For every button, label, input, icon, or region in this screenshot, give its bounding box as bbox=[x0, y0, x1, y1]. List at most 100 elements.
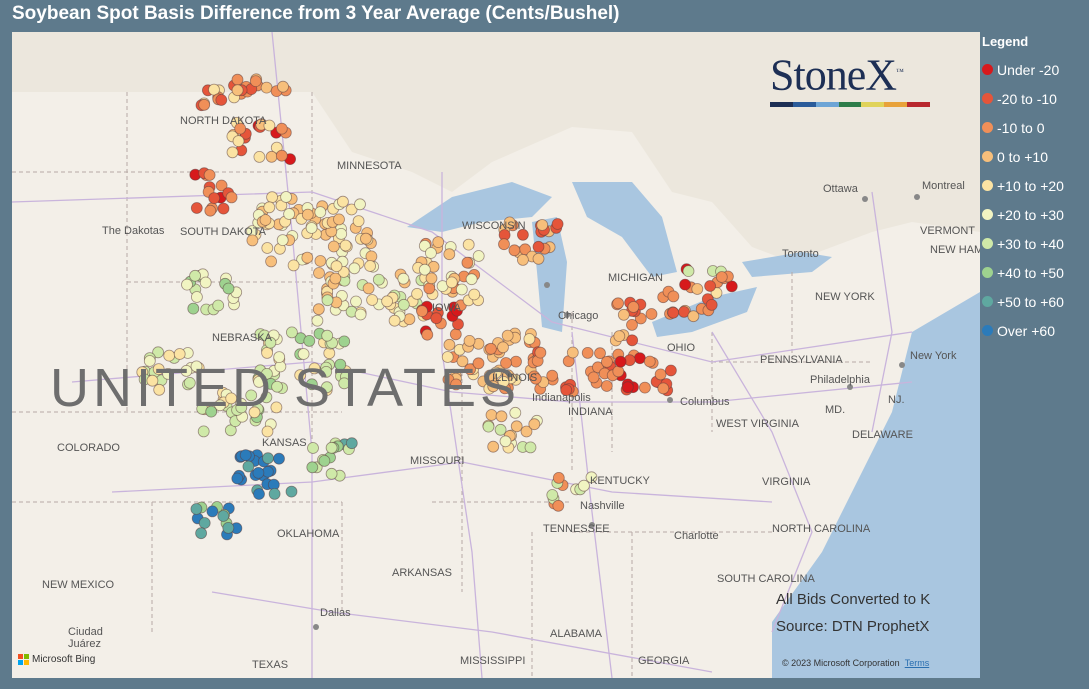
basis-marker[interactable] bbox=[364, 260, 377, 272]
basis-marker[interactable] bbox=[187, 302, 200, 315]
basis-marker[interactable] bbox=[472, 357, 485, 370]
basis-marker[interactable] bbox=[643, 355, 656, 368]
basis-marker[interactable] bbox=[235, 401, 248, 414]
basis-marker[interactable] bbox=[551, 218, 564, 230]
basis-marker[interactable] bbox=[189, 269, 202, 282]
basis-marker[interactable] bbox=[461, 256, 474, 269]
basis-marker[interactable] bbox=[388, 314, 401, 327]
basis-marker[interactable] bbox=[613, 330, 626, 343]
basis-marker[interactable] bbox=[464, 363, 477, 376]
basis-marker[interactable] bbox=[495, 410, 508, 423]
basis-marker[interactable] bbox=[301, 251, 314, 264]
basis-marker[interactable] bbox=[516, 253, 529, 266]
basis-marker[interactable] bbox=[314, 255, 327, 267]
basis-marker[interactable] bbox=[335, 227, 348, 240]
basis-marker[interactable] bbox=[482, 420, 495, 433]
basis-marker[interactable] bbox=[214, 399, 226, 412]
basis-marker[interactable] bbox=[411, 287, 424, 300]
basis-marker[interactable] bbox=[362, 282, 375, 295]
legend-item[interactable]: +30 to +40 bbox=[982, 229, 1064, 258]
basis-marker[interactable] bbox=[215, 94, 228, 106]
basis-marker[interactable] bbox=[503, 216, 516, 229]
basis-marker[interactable] bbox=[327, 240, 340, 253]
basis-marker[interactable] bbox=[508, 244, 521, 257]
basis-marker[interactable] bbox=[452, 318, 464, 331]
basis-marker[interactable] bbox=[146, 374, 159, 387]
basis-marker[interactable] bbox=[308, 362, 321, 375]
basis-marker[interactable] bbox=[350, 295, 362, 308]
basis-marker[interactable] bbox=[704, 280, 716, 292]
basis-marker[interactable] bbox=[397, 298, 410, 311]
basis-marker[interactable] bbox=[532, 240, 545, 253]
basis-marker[interactable] bbox=[359, 232, 372, 245]
basis-marker[interactable] bbox=[345, 437, 358, 450]
basis-marker[interactable] bbox=[418, 263, 431, 276]
basis-marker[interactable] bbox=[197, 425, 210, 438]
basis-marker[interactable] bbox=[203, 169, 216, 181]
basis-map[interactable]: UNITED STATES NORTH DAKOTA SOUTH DAKOTA … bbox=[12, 32, 980, 678]
basis-marker[interactable] bbox=[333, 213, 345, 226]
basis-marker[interactable] bbox=[252, 466, 265, 479]
basis-marker[interactable] bbox=[212, 299, 225, 312]
basis-marker[interactable] bbox=[266, 191, 279, 204]
basis-marker[interactable] bbox=[430, 312, 443, 325]
basis-marker[interactable] bbox=[612, 365, 625, 378]
basis-marker[interactable] bbox=[273, 452, 285, 465]
basis-marker[interactable] bbox=[455, 283, 468, 296]
basis-marker[interactable] bbox=[248, 406, 261, 419]
basis-marker[interactable] bbox=[425, 272, 438, 285]
basis-marker[interactable] bbox=[546, 489, 559, 501]
basis-marker[interactable] bbox=[465, 273, 478, 286]
basis-marker[interactable] bbox=[287, 259, 300, 272]
basis-marker[interactable] bbox=[217, 202, 230, 215]
legend-item[interactable]: Under -20 bbox=[982, 55, 1064, 84]
basis-marker[interactable] bbox=[222, 521, 235, 534]
basis-marker[interactable] bbox=[612, 297, 624, 310]
basis-marker[interactable] bbox=[265, 150, 278, 163]
basis-marker[interactable] bbox=[180, 364, 193, 377]
basis-marker[interactable] bbox=[352, 215, 365, 228]
basis-marker[interactable] bbox=[423, 282, 436, 295]
basis-marker[interactable] bbox=[226, 146, 239, 159]
basis-marker[interactable] bbox=[528, 418, 541, 431]
basis-marker[interactable] bbox=[208, 83, 220, 96]
basis-marker[interactable] bbox=[524, 441, 537, 454]
basis-marker[interactable] bbox=[273, 351, 286, 364]
basis-marker[interactable] bbox=[183, 376, 196, 389]
basis-marker[interactable] bbox=[259, 214, 272, 226]
basis-marker[interactable] bbox=[190, 503, 203, 515]
basis-marker[interactable] bbox=[260, 391, 273, 404]
basis-marker[interactable] bbox=[587, 371, 600, 384]
basis-marker[interactable] bbox=[275, 149, 288, 162]
basis-marker[interactable] bbox=[205, 405, 218, 418]
basis-marker[interactable] bbox=[354, 198, 366, 211]
basis-marker[interactable] bbox=[691, 283, 704, 295]
terms-link[interactable]: Terms bbox=[904, 658, 930, 668]
basis-marker[interactable] bbox=[190, 202, 203, 214]
basis-marker[interactable] bbox=[153, 383, 166, 396]
basis-marker[interactable] bbox=[682, 265, 695, 278]
basis-marker[interactable] bbox=[152, 346, 165, 359]
basis-marker[interactable] bbox=[534, 346, 547, 359]
basis-marker[interactable] bbox=[280, 191, 293, 203]
basis-marker[interactable] bbox=[617, 308, 630, 321]
basis-marker[interactable] bbox=[715, 271, 728, 283]
basis-marker[interactable] bbox=[334, 358, 347, 371]
basis-marker[interactable] bbox=[432, 236, 445, 249]
basis-marker[interactable] bbox=[472, 250, 485, 262]
basis-marker[interactable] bbox=[560, 384, 573, 397]
basis-marker[interactable] bbox=[566, 346, 579, 359]
basis-marker[interactable] bbox=[305, 222, 318, 234]
basis-marker[interactable] bbox=[190, 360, 203, 373]
basis-marker[interactable] bbox=[215, 179, 228, 192]
basis-marker[interactable] bbox=[234, 122, 247, 135]
basis-marker[interactable] bbox=[199, 276, 212, 289]
basis-marker[interactable] bbox=[487, 380, 500, 393]
basis-marker[interactable] bbox=[261, 425, 274, 438]
basis-marker[interactable] bbox=[268, 487, 281, 500]
basis-marker[interactable] bbox=[509, 406, 522, 419]
basis-marker[interactable] bbox=[421, 328, 434, 341]
basis-marker[interactable] bbox=[303, 334, 316, 347]
basis-marker[interactable] bbox=[285, 485, 298, 498]
basis-marker[interactable] bbox=[208, 192, 221, 205]
